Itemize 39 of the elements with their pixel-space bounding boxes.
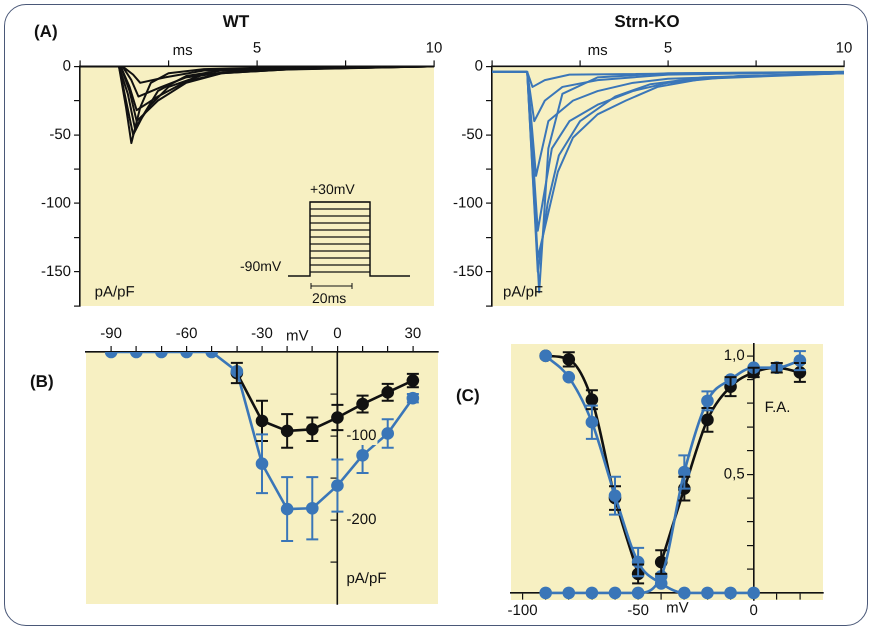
y-tick-label: -150 <box>452 262 484 280</box>
x-tick-label: -30 <box>251 325 273 342</box>
annotation: +30mV <box>310 181 355 197</box>
x-axis-title: mV <box>286 328 308 345</box>
text: (C) <box>456 386 480 406</box>
y-axis-title: pA/pF <box>94 283 135 300</box>
y-tick-label: 0 <box>62 58 72 75</box>
x-axis-title: ms <box>588 42 608 60</box>
x-tick-label: 10 <box>426 40 442 57</box>
x-tick-label: 30 <box>404 325 422 342</box>
x-axis-title: ms <box>172 42 193 60</box>
y-tick-label: -100 <box>452 194 484 212</box>
x-tick-label: -90 <box>100 325 122 342</box>
x-tick-label: 0 <box>749 602 758 620</box>
y-tick-label: -50 <box>49 126 72 143</box>
x-tick-label: -100 <box>508 602 538 620</box>
x-axis-title: mV <box>666 600 689 617</box>
annotation: 20ms <box>312 290 346 306</box>
y-tick-label: 0 <box>474 58 484 75</box>
y-tick-label: -50 <box>461 126 484 143</box>
text: (A) <box>34 22 58 42</box>
chart-title: WT <box>222 12 250 31</box>
x-tick-label: 0 <box>333 325 342 342</box>
y-tick-label: -200 <box>346 511 376 528</box>
x-tick-label: 5 <box>252 40 262 57</box>
y-axis-title: F.A. <box>764 399 790 416</box>
y-axis-title: pA/pF <box>346 570 386 587</box>
text: (B) <box>30 372 54 392</box>
chart-title: Strn-KO <box>614 12 680 31</box>
y-tick-label: 1,0 <box>724 346 745 364</box>
x-tick-label: -50 <box>627 602 649 620</box>
y-tick-label: 0,5 <box>724 466 745 483</box>
y-tick-label: -150 <box>40 262 72 280</box>
annotation: -90mV <box>240 258 282 274</box>
x-tick-label: -60 <box>176 325 198 342</box>
x-tick-label: 10 <box>836 40 852 57</box>
x-tick-label: 5 <box>664 40 672 57</box>
y-tick-label: -100 <box>40 194 72 212</box>
y-axis-title: pA/pF <box>503 283 544 300</box>
